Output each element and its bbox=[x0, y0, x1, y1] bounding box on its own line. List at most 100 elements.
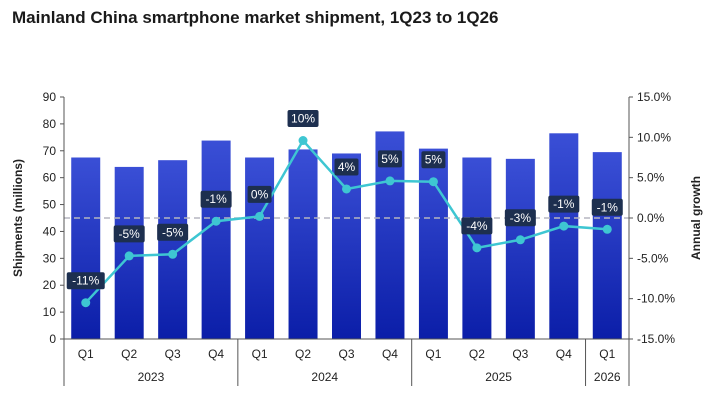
left-tick-label: 30 bbox=[43, 251, 57, 265]
right-tick-label: 15.0% bbox=[637, 90, 671, 104]
growth-label-8: 5% bbox=[377, 150, 402, 168]
growth-label-7: 4% bbox=[334, 158, 359, 176]
left-tick-label: 50 bbox=[43, 198, 57, 212]
right-tick-label: -15.0% bbox=[637, 332, 675, 346]
growth-label-box bbox=[591, 198, 623, 216]
left-tick-label: 0 bbox=[49, 332, 56, 346]
x-tick-label: Q1 bbox=[599, 347, 615, 361]
growth-line-series bbox=[81, 136, 612, 308]
bar-9 bbox=[418, 148, 448, 339]
left-tick-label: 60 bbox=[43, 171, 57, 185]
left-axis-title: Shipments (millions) bbox=[11, 159, 25, 277]
axes: 0 10 20 30 40 50 60 70 80 90 -15.0% -10.0% -5.0% 0.0%… bbox=[11, 90, 703, 386]
growth-label-text: 4% bbox=[338, 160, 356, 174]
growth-point-7 bbox=[342, 184, 351, 194]
bar-7 bbox=[332, 153, 361, 339]
bar-13 bbox=[592, 152, 622, 339]
growth-label-text: -3% bbox=[510, 211, 532, 225]
year-label: 2024 bbox=[311, 370, 338, 384]
growth-point-8 bbox=[385, 176, 395, 186]
growth-label-11: -3% bbox=[504, 209, 536, 227]
year-label: 2025 bbox=[485, 370, 512, 384]
x-tick-label: Q4 bbox=[382, 347, 398, 361]
growth-label-10: -4% bbox=[461, 217, 493, 235]
growth-label-text: 10% bbox=[291, 112, 315, 126]
growth-label-box bbox=[504, 209, 536, 227]
growth-point-11 bbox=[515, 235, 525, 245]
bar-5 bbox=[245, 157, 275, 339]
growth-label-3: -5% bbox=[157, 223, 189, 241]
growth-label-box bbox=[247, 185, 272, 203]
growth-label-13: -1% bbox=[591, 198, 623, 216]
growth-label-box bbox=[157, 223, 189, 241]
right-axis-title: Annual growth bbox=[689, 176, 703, 260]
growth-label-text: -11% bbox=[72, 274, 99, 288]
right-tick-label: -10.0% bbox=[637, 292, 675, 306]
growth-label-box bbox=[377, 150, 402, 168]
growth-label-text: -4% bbox=[466, 219, 488, 233]
growth-label-text: -1% bbox=[597, 200, 619, 214]
x-tick-label: Q2 bbox=[469, 347, 485, 361]
growth-label-box bbox=[287, 110, 319, 128]
growth-point-4 bbox=[211, 216, 221, 226]
bar-4 bbox=[201, 140, 231, 339]
x-tick-label: Q4 bbox=[556, 347, 572, 361]
growth-label-box bbox=[66, 272, 105, 290]
growth-label-2: -5% bbox=[113, 225, 145, 243]
growth-label-12: -1% bbox=[548, 195, 580, 213]
growth-label-6: 10% bbox=[287, 110, 319, 128]
growth-point-13 bbox=[602, 224, 612, 234]
left-tick-label: 10 bbox=[43, 305, 57, 319]
bar-12 bbox=[549, 133, 579, 339]
left-tick-label: 40 bbox=[43, 224, 57, 238]
x-tick-label: Q3 bbox=[338, 347, 354, 361]
growth-label-box bbox=[334, 158, 359, 176]
growth-label-text: 0% bbox=[251, 187, 269, 201]
x-tick-label: Q3 bbox=[512, 347, 528, 361]
bar-3 bbox=[158, 160, 188, 339]
right-tick-label: 5.0% bbox=[637, 171, 665, 185]
growth-data-labels: -11% -5% -5% -1% 0% 10% 4% 5% 5% -4% -3% -1% -1% bbox=[66, 110, 623, 290]
year-label: 2026 bbox=[594, 370, 621, 384]
x-tick-label: Q1 bbox=[252, 347, 268, 361]
x-tick-label: Q1 bbox=[425, 347, 441, 361]
growth-label-text: 5% bbox=[425, 153, 443, 167]
left-tick-label: 70 bbox=[43, 144, 57, 158]
growth-point-10 bbox=[472, 243, 482, 253]
growth-label-text: -5% bbox=[119, 227, 141, 241]
growth-label-9: 5% bbox=[421, 151, 446, 169]
x-tick-label: Q2 bbox=[295, 347, 311, 361]
growth-label-box bbox=[200, 190, 232, 208]
growth-label-text: 5% bbox=[381, 152, 399, 166]
growth-label-box bbox=[421, 151, 446, 169]
growth-point-2 bbox=[124, 251, 134, 261]
growth-point-3 bbox=[168, 249, 178, 259]
growth-label-box bbox=[461, 217, 493, 235]
growth-label-text: -1% bbox=[553, 197, 575, 211]
left-tick-label: 20 bbox=[43, 278, 57, 292]
right-tick-label: -5.0% bbox=[637, 251, 669, 265]
growth-label-4: -1% bbox=[200, 190, 232, 208]
growth-label-box bbox=[548, 195, 580, 213]
growth-point-1 bbox=[81, 298, 91, 308]
growth-label-box bbox=[113, 225, 145, 243]
x-tick-label: Q2 bbox=[121, 347, 137, 361]
bar-1 bbox=[71, 157, 101, 339]
left-tick-label: 90 bbox=[43, 90, 57, 104]
right-tick-label: 10.0% bbox=[637, 130, 671, 144]
growth-point-6 bbox=[298, 136, 308, 146]
year-label: 2023 bbox=[138, 370, 165, 384]
x-tick-label: Q4 bbox=[208, 347, 224, 361]
bar-11 bbox=[505, 158, 535, 339]
right-tick-label: 0.0% bbox=[637, 211, 665, 225]
growth-point-12 bbox=[559, 221, 569, 231]
left-tick-label: 80 bbox=[43, 117, 57, 131]
growth-point-5 bbox=[255, 211, 265, 221]
growth-label-text: -5% bbox=[162, 225, 184, 239]
growth-label-5: 0% bbox=[247, 185, 272, 203]
growth-label-1: -11% bbox=[66, 272, 105, 290]
growth-label-text: -1% bbox=[205, 192, 227, 206]
growth-point-9 bbox=[428, 177, 438, 187]
x-tick-label: Q1 bbox=[78, 347, 94, 361]
